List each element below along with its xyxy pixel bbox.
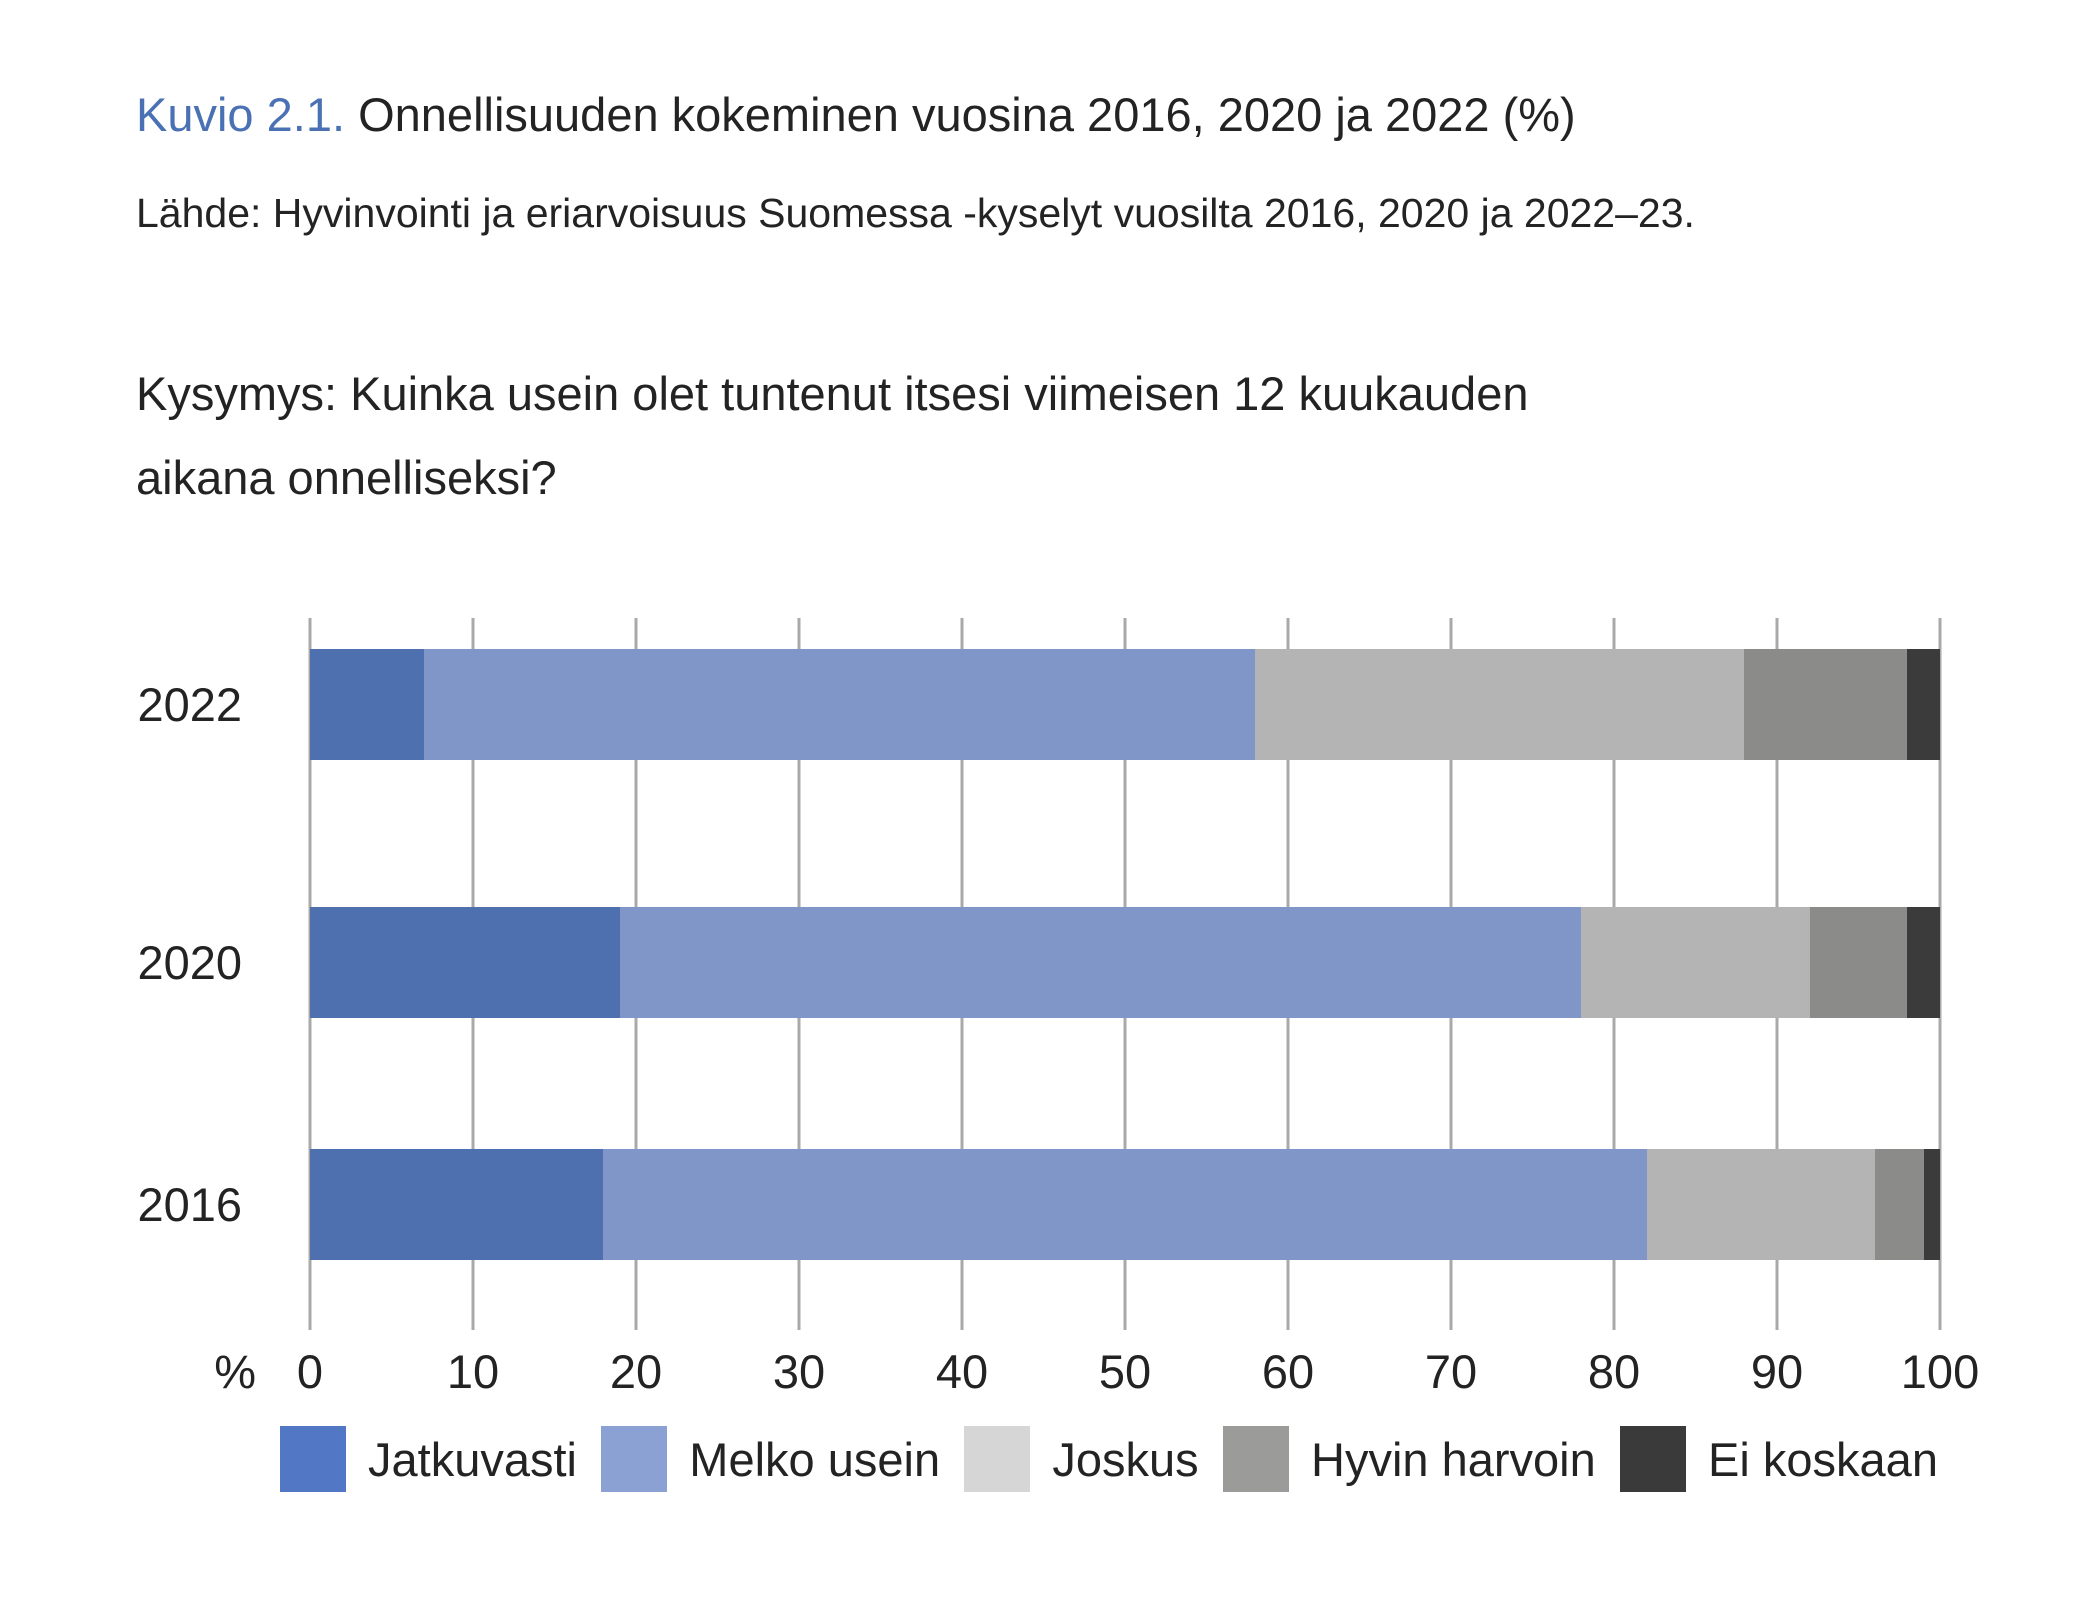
legend-item-jatkuvasti: Jatkuvasti (280, 1426, 577, 1492)
legend-item-joskus: Joskus (964, 1426, 1199, 1492)
x-tick-label-100: 100 (1900, 1345, 1980, 1398)
legend-swatch-joskus (964, 1426, 1031, 1492)
legend-label-melko-usein: Melko usein (689, 1432, 941, 1486)
legend-swatch-melko-usein (601, 1426, 668, 1492)
x-tick-label-80: 80 (1587, 1345, 1641, 1398)
bar-segment-hyvin-harvoin-2016 (1874, 1149, 1924, 1260)
x-tick-label-50: 50 (1098, 1345, 1152, 1398)
plot-area (308, 618, 1942, 1330)
y-category-label-2016: 2016 (137, 1178, 242, 1231)
bar-segment-ei-koskaan-2022 (1907, 649, 1940, 760)
bar-segment-jatkuvasti-2022 (310, 649, 425, 760)
bar-segment-joskus-2022 (1255, 649, 1745, 760)
x-axis-unit-label: % (214, 1345, 256, 1398)
bar-row-2020 (310, 907, 1940, 1018)
bar-row-2016 (310, 1149, 1940, 1260)
legend-item-hyvin-harvoin: Hyvin harvoin (1223, 1426, 1596, 1492)
bar-segment-joskus-2020 (1581, 907, 1810, 1018)
x-tick-label-30: 30 (772, 1345, 826, 1398)
figure-heading: Kuvio 2.1. Onnellisuuden kokeminen vuosi… (136, 84, 1576, 146)
figure-title: Onnellisuuden kokeminen vuosina 2016, 20… (358, 88, 1576, 141)
figure-question: Kysymys: Kuinka usein olet tuntenut itse… (136, 367, 1529, 504)
legend-item-melko-usein: Melko usein (601, 1426, 940, 1492)
bar-segment-hyvin-harvoin-2022 (1744, 649, 1908, 760)
x-tick-label-0: 0 (296, 1345, 324, 1398)
bar-segment-ei-koskaan-2016 (1923, 1149, 1940, 1260)
legend-swatch-jatkuvasti (280, 1426, 346, 1492)
bar-segment-melko-usein-2022 (424, 649, 1256, 760)
bar-row-2022 (310, 649, 1940, 760)
legend-label-hyvin-harvoin: Hyvin harvoin (1311, 1432, 1596, 1486)
bar-segment-ei-koskaan-2020 (1907, 907, 1940, 1018)
legend-item-ei-koskaan: Ei koskaan (1620, 1426, 1938, 1492)
bar-segment-joskus-2016 (1646, 1149, 1875, 1260)
gridline-100 (1938, 618, 1942, 1330)
legend-label-ei-koskaan: Ei koskaan (1708, 1432, 1938, 1486)
legend-swatch-hyvin-harvoin (1223, 1426, 1289, 1492)
legend-swatch-ei-koskaan (1620, 1426, 1687, 1492)
x-tick-label-20: 20 (609, 1345, 663, 1398)
x-tick-label-10: 10 (446, 1345, 500, 1398)
x-tick-label-70: 70 (1424, 1345, 1478, 1398)
bar-segment-melko-usein-2020 (619, 907, 1582, 1018)
legend: Jatkuvasti Melko usein Joskus Hyvin harvoin… (280, 1426, 1938, 1492)
legend-label-joskus: Joskus (1052, 1432, 1199, 1486)
y-category-label-2020: 2020 (137, 936, 242, 989)
legend-label-jatkuvasti: Jatkuvasti (368, 1432, 577, 1486)
figure-number-label: Kuvio 2.1. (136, 88, 346, 141)
x-tick-label-60: 60 (1261, 1345, 1315, 1398)
x-tick-label-40: 40 (935, 1345, 989, 1398)
bar-segment-jatkuvasti-2020 (310, 907, 620, 1018)
x-tick-label-90: 90 (1750, 1345, 1804, 1398)
y-category-label-2022: 2022 (137, 678, 242, 731)
bar-segment-hyvin-harvoin-2020 (1809, 907, 1908, 1018)
figure-source: Lähde: Hyvinvointi ja eriarvoisuus Suome… (136, 190, 1695, 236)
bar-segment-jatkuvasti-2016 (310, 1149, 604, 1260)
bar-segment-melko-usein-2016 (603, 1149, 1647, 1260)
